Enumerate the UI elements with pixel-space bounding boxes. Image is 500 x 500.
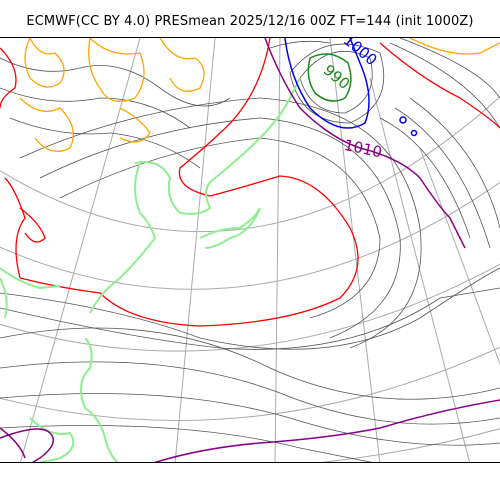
isobar-1010	[0, 38, 500, 462]
pressure-map: 990 1000 1010	[0, 37, 500, 463]
isobar-1030	[19, 38, 500, 152]
isobar-1020	[0, 38, 500, 327]
thin-isobars	[0, 38, 500, 462]
isobar-1000	[284, 38, 418, 137]
isobar-990	[307, 53, 352, 102]
map-title: ECMWF(CC BY 4.0) PRESmean 2025/12/16 00Z…	[26, 14, 474, 29]
label-1010: 1010	[342, 136, 383, 162]
coastline	[0, 77, 301, 462]
longitude-lines	[20, 38, 500, 462]
map-canvas: 990 1000 1010	[0, 38, 500, 462]
